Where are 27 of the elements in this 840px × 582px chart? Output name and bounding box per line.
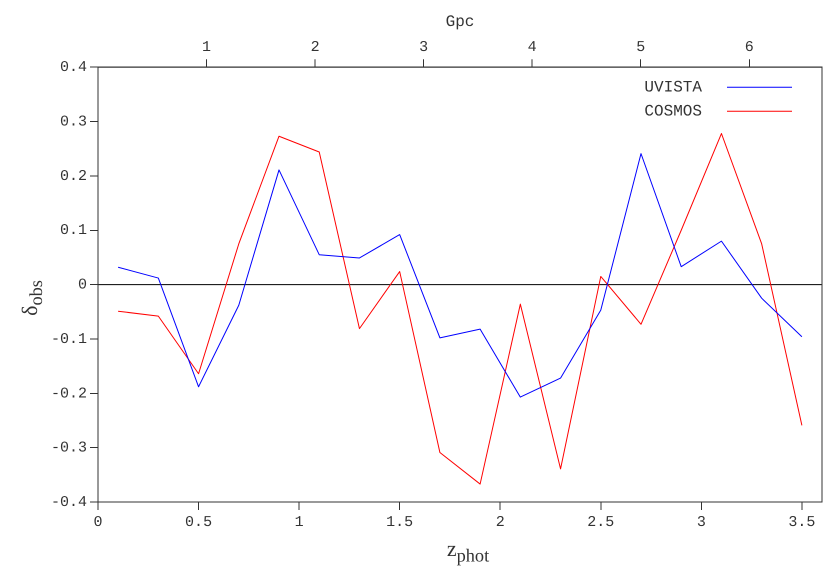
x2-tick-label: 4 bbox=[528, 39, 537, 56]
x-tick-label: 0 bbox=[94, 514, 103, 531]
x-tick-label: 3.5 bbox=[788, 514, 816, 531]
x2-tick-label: 5 bbox=[636, 39, 646, 56]
x-tick-label: 1 bbox=[294, 514, 304, 531]
x-tick-label: 2 bbox=[496, 514, 505, 531]
x-tick-label: 0.5 bbox=[185, 514, 212, 531]
legend-label: COSMOS bbox=[644, 102, 702, 120]
x-axis-title: z$_{phot}$ bbox=[446, 536, 490, 566]
x2-axis-title: Gpc bbox=[446, 12, 474, 31]
x2-tick-label: 6 bbox=[744, 39, 754, 56]
y-tick-label: -0.4 bbox=[50, 494, 88, 511]
y-tick-label: 0.4 bbox=[60, 59, 88, 76]
y-tick-label: 0.2 bbox=[60, 168, 88, 185]
y-tick-label: -0.3 bbox=[50, 440, 88, 457]
x-tick-label: 1.5 bbox=[386, 514, 414, 531]
x-tick-label: 2.5 bbox=[587, 514, 614, 531]
y-tick-label: 0 bbox=[78, 276, 88, 294]
legend-label: UVISTA bbox=[644, 78, 702, 96]
x2-tick-label: 1 bbox=[202, 39, 212, 56]
x2-tick-label: 3 bbox=[419, 39, 428, 56]
y-tick-label: 0.1 bbox=[60, 222, 88, 240]
y-tick-label: -0.1 bbox=[50, 330, 88, 348]
x-tick-label: 3 bbox=[696, 514, 706, 531]
y-tick-label: 0.3 bbox=[60, 114, 88, 131]
x2-tick-label: 2 bbox=[310, 39, 320, 56]
y-tick-label: -0.2 bbox=[50, 385, 88, 402]
